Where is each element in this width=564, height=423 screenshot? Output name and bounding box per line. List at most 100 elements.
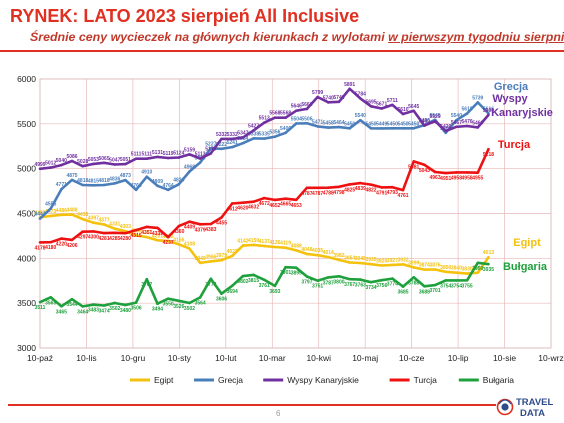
logo-text-bottom: DATA xyxy=(520,408,545,419)
data-point xyxy=(455,118,458,122)
data-label: 4455 xyxy=(216,221,227,227)
data-point xyxy=(209,152,213,155)
data-label: 4088 xyxy=(291,243,302,249)
data-label: 3876 xyxy=(430,262,441,268)
data-point xyxy=(241,244,245,247)
data-point xyxy=(412,109,416,113)
logo-arc xyxy=(498,399,512,405)
data-label: 4873 xyxy=(120,173,131,179)
data-point xyxy=(433,268,437,271)
x-tick-label: 10-sty xyxy=(168,353,192,363)
x-tick-label: 10-wrz xyxy=(538,353,564,363)
data-point xyxy=(220,137,223,141)
data-label: 5540 xyxy=(355,113,366,119)
logo-text-top: TRAVEL xyxy=(516,397,553,408)
data-label: 4787 xyxy=(312,191,323,197)
data-point xyxy=(423,285,426,288)
data-point xyxy=(220,216,223,219)
data-label: 5043 xyxy=(419,168,430,174)
data-point xyxy=(177,224,181,228)
data-label: 4764 xyxy=(131,183,142,189)
data-point xyxy=(412,160,416,163)
x-tick-label: 10-kwi xyxy=(306,353,331,363)
x-tick-label: 10-lip xyxy=(448,353,469,363)
data-point xyxy=(294,266,298,270)
series-name-label: Grecja xyxy=(494,81,529,93)
data-label: 5450 xyxy=(365,121,376,127)
data-label: 5486 xyxy=(419,118,430,124)
data-point xyxy=(359,181,362,185)
data-label: 5666 xyxy=(301,102,312,108)
data-label: 4632 xyxy=(248,205,259,211)
data-point xyxy=(401,263,405,266)
data-point xyxy=(134,234,138,237)
data-point xyxy=(348,277,351,281)
data-label: 3693 xyxy=(269,289,280,295)
data-label: 4955 xyxy=(472,176,483,182)
data-point xyxy=(348,127,351,130)
data-point xyxy=(252,129,255,132)
data-label: 4818 xyxy=(99,178,110,184)
data-label: 5170 xyxy=(205,146,216,152)
data-label: 4360 xyxy=(173,229,184,235)
data-label: 5086 xyxy=(66,154,77,160)
data-label: 3564 xyxy=(195,300,206,306)
data-label: 3526 xyxy=(173,304,184,310)
data-point xyxy=(252,137,255,140)
data-label: 5746 xyxy=(333,95,344,101)
data-label: 4612 xyxy=(227,206,238,212)
data-point xyxy=(38,167,42,171)
data-point xyxy=(444,279,448,282)
data-point xyxy=(423,124,426,127)
data-point xyxy=(156,155,159,159)
data-label: 3550 xyxy=(163,302,174,308)
data-label: 3756 xyxy=(376,283,387,289)
data-label: 4826 xyxy=(173,177,184,183)
data-point xyxy=(241,201,245,205)
legend-item: Grecja xyxy=(218,375,243,385)
x-tick-label: 10-mar xyxy=(259,353,286,363)
x-tick-label: 10-paź xyxy=(27,353,53,363)
data-label: 5645 xyxy=(408,104,419,110)
data-label: 3734 xyxy=(365,285,376,291)
data-label: 3954 xyxy=(344,255,355,261)
data-point xyxy=(60,305,63,308)
data-point xyxy=(294,198,298,202)
data-label: 5784 xyxy=(355,91,366,97)
data-label: 5513 xyxy=(259,116,270,122)
data-label: 5460 xyxy=(472,120,483,126)
data-label: 5458 xyxy=(323,121,334,127)
data-label: 3899 xyxy=(408,260,419,266)
data-point xyxy=(455,125,458,129)
data-label: 5241 xyxy=(227,140,238,146)
data-label: 4653 xyxy=(291,203,302,209)
data-point xyxy=(81,183,85,187)
data-point xyxy=(401,285,405,288)
data-point xyxy=(380,107,383,110)
data-point xyxy=(166,188,170,192)
data-label: 4379 xyxy=(195,227,206,233)
data-point xyxy=(487,147,490,151)
data-label: 4048 xyxy=(301,247,312,253)
data-label: 4280 xyxy=(120,236,131,242)
data-point xyxy=(92,162,95,166)
data-label: 5450 xyxy=(408,121,419,127)
data-point xyxy=(209,222,213,226)
data-point xyxy=(230,254,234,258)
data-point xyxy=(81,164,85,168)
data-point xyxy=(92,221,95,225)
data-point xyxy=(49,207,52,210)
data-point xyxy=(433,283,437,287)
data-point xyxy=(337,274,341,278)
data-point xyxy=(177,243,181,246)
data-point xyxy=(188,153,191,156)
data-label: 4963 xyxy=(430,175,441,181)
data-label: 5335 xyxy=(259,132,270,138)
data-label: 5065 xyxy=(99,156,110,162)
data-label: 3797 xyxy=(301,280,312,286)
y-tick-label: 4000 xyxy=(17,253,36,263)
data-label: 4761 xyxy=(397,193,408,199)
data-label: 4156 xyxy=(173,237,184,243)
data-point xyxy=(262,196,266,200)
data-point xyxy=(92,230,95,233)
